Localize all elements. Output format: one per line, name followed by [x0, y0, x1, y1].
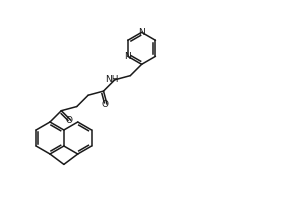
Text: O: O — [102, 100, 109, 109]
Text: O: O — [65, 116, 72, 125]
Text: N: N — [138, 28, 145, 37]
Text: N: N — [124, 52, 131, 61]
Text: NH: NH — [105, 75, 119, 84]
